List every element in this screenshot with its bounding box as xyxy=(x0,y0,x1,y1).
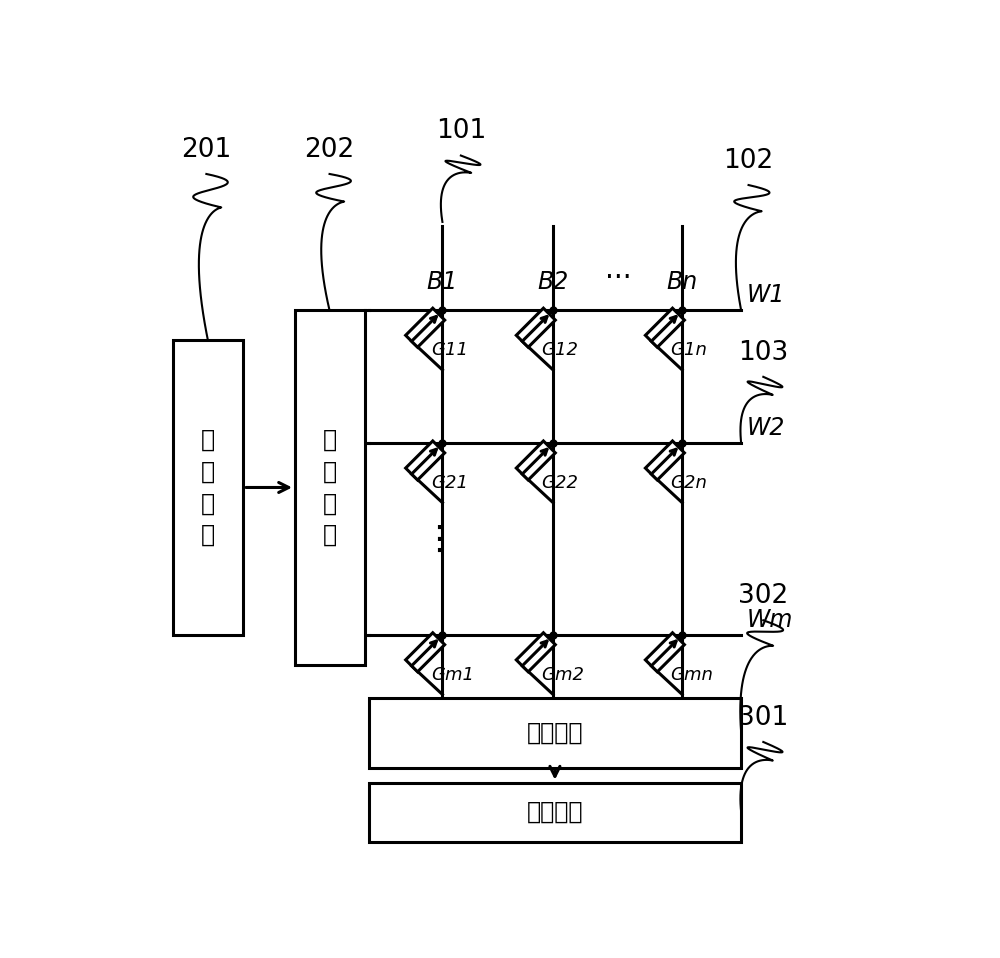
Text: ⋮: ⋮ xyxy=(422,523,455,556)
Text: Gm1: Gm1 xyxy=(431,666,474,684)
Text: Gmn: Gmn xyxy=(671,666,714,684)
Polygon shape xyxy=(516,441,555,480)
Text: 302: 302 xyxy=(738,583,788,609)
Text: G12: G12 xyxy=(542,341,579,359)
Text: W2: W2 xyxy=(747,417,785,441)
Text: 输出电路: 输出电路 xyxy=(527,720,583,744)
Text: G1n: G1n xyxy=(671,341,708,359)
Polygon shape xyxy=(516,632,555,672)
Text: W1: W1 xyxy=(747,284,785,308)
Text: 输出数据: 输出数据 xyxy=(527,800,583,824)
Text: Gm2: Gm2 xyxy=(542,666,585,684)
Polygon shape xyxy=(406,632,445,672)
Polygon shape xyxy=(645,632,684,672)
Polygon shape xyxy=(645,308,684,347)
Text: 202: 202 xyxy=(304,137,355,163)
Text: ...: ... xyxy=(605,256,631,284)
Polygon shape xyxy=(406,441,445,480)
Text: 102: 102 xyxy=(723,148,774,174)
Text: G21: G21 xyxy=(431,474,468,491)
Polygon shape xyxy=(406,308,445,347)
Text: G2n: G2n xyxy=(671,474,708,491)
Bar xyxy=(173,340,243,635)
Bar xyxy=(369,697,741,767)
Text: Wm: Wm xyxy=(747,608,793,632)
Text: G22: G22 xyxy=(542,474,579,491)
Text: B2: B2 xyxy=(537,270,569,294)
Bar xyxy=(369,783,741,841)
Text: G11: G11 xyxy=(431,341,468,359)
Polygon shape xyxy=(516,308,555,347)
Text: 输
入
电
路: 输 入 电 路 xyxy=(323,428,337,547)
Text: 101: 101 xyxy=(436,119,486,145)
Text: Bn: Bn xyxy=(667,270,698,294)
Bar xyxy=(295,310,365,665)
Text: B1: B1 xyxy=(427,270,458,294)
Text: 301: 301 xyxy=(738,705,788,731)
Text: 201: 201 xyxy=(181,137,231,163)
Polygon shape xyxy=(645,441,684,480)
Text: 103: 103 xyxy=(738,340,788,366)
Text: 输
入
数
据: 输 入 数 据 xyxy=(201,428,215,547)
